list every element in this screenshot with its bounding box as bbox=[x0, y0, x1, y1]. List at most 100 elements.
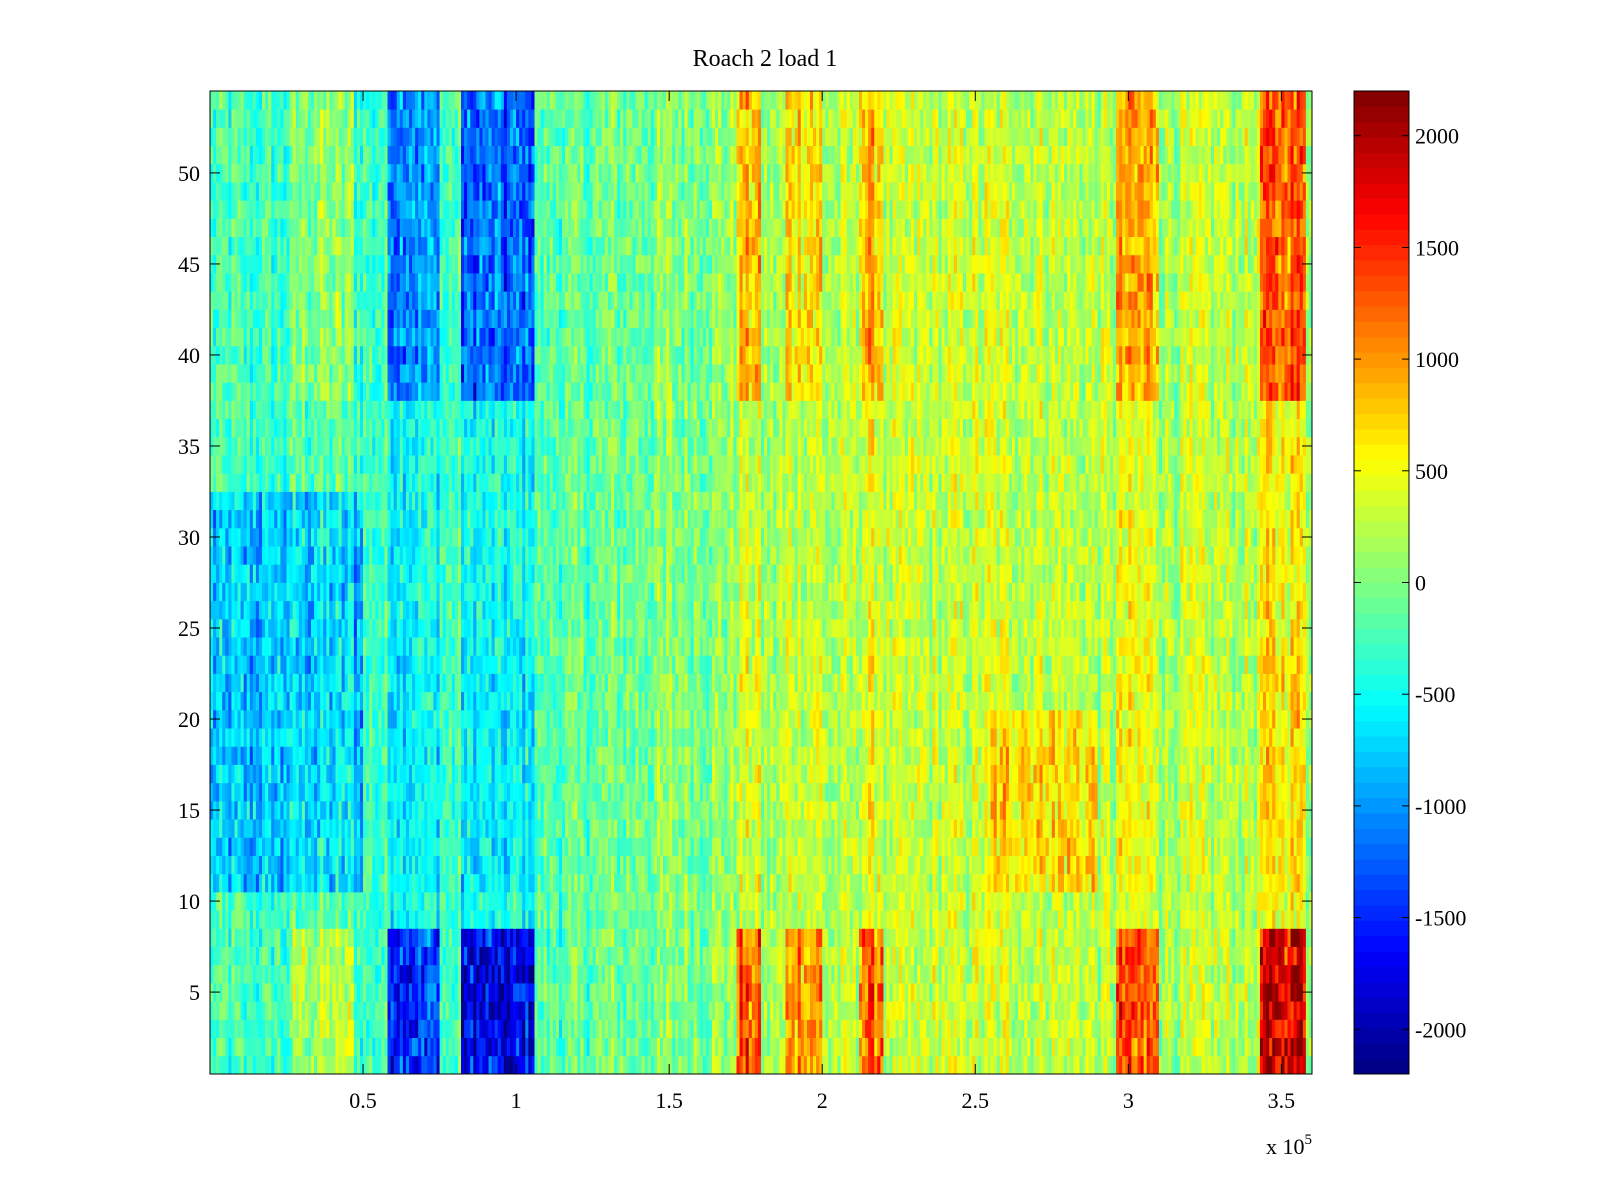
heatmap-cell bbox=[969, 928, 972, 947]
heatmap-cell bbox=[795, 1019, 798, 1038]
heatmap-cell bbox=[482, 874, 485, 893]
heatmap-cell bbox=[513, 874, 516, 893]
heatmap-cell bbox=[544, 910, 547, 929]
heatmap-cell bbox=[706, 928, 709, 947]
heatmap-cell bbox=[789, 965, 792, 984]
heatmap-cell bbox=[299, 819, 302, 838]
heatmap-cell bbox=[798, 819, 801, 838]
heatmap-cell bbox=[1082, 1019, 1085, 1038]
heatmap-cell bbox=[1272, 1038, 1275, 1057]
heatmap-cell bbox=[1021, 856, 1024, 875]
heatmap-cell bbox=[1098, 837, 1101, 856]
heatmap-cell bbox=[1156, 1056, 1159, 1075]
heatmap-cell bbox=[458, 1019, 461, 1038]
heatmap-cell bbox=[574, 1056, 577, 1075]
heatmap-cell bbox=[1229, 928, 1232, 947]
heatmap-cell bbox=[1055, 819, 1058, 838]
heatmap-cell bbox=[238, 892, 241, 911]
heatmap-cell bbox=[994, 819, 997, 838]
heatmap-cell bbox=[1098, 1056, 1101, 1075]
heatmap-cell bbox=[960, 892, 963, 911]
heatmap-cell bbox=[890, 983, 893, 1002]
heatmap-cell bbox=[305, 1038, 308, 1057]
heatmap-cell bbox=[418, 819, 421, 838]
heatmap-cell bbox=[887, 856, 890, 875]
heatmap-cell bbox=[984, 1001, 987, 1020]
heatmap-cell bbox=[553, 947, 556, 966]
heatmap-cell bbox=[378, 874, 381, 893]
heatmap-cell bbox=[409, 983, 412, 1002]
heatmap-cell bbox=[403, 983, 406, 1002]
heatmap-cell bbox=[345, 983, 348, 1002]
heatmap-cell bbox=[464, 856, 467, 875]
heatmap-cell bbox=[991, 928, 994, 947]
heatmap-cell bbox=[326, 983, 329, 1002]
heatmap-cell bbox=[1168, 947, 1171, 966]
heatmap-cell bbox=[635, 1056, 638, 1075]
heatmap-cell bbox=[1162, 1001, 1165, 1020]
heatmap-cell bbox=[271, 892, 274, 911]
heatmap-cell bbox=[804, 874, 807, 893]
heatmap-cell bbox=[1046, 837, 1049, 856]
heatmap-cell bbox=[807, 983, 810, 1002]
heatmap-cell bbox=[691, 947, 694, 966]
heatmap-cell bbox=[1156, 1001, 1159, 1020]
heatmap-cell bbox=[813, 837, 816, 856]
heatmap-cell bbox=[1058, 947, 1061, 966]
heatmap-cell bbox=[1217, 910, 1220, 929]
heatmap-cell bbox=[446, 892, 449, 911]
heatmap-cell bbox=[446, 965, 449, 984]
heatmap-cell bbox=[981, 1038, 984, 1057]
heatmap-cell bbox=[770, 965, 773, 984]
heatmap-cell bbox=[764, 947, 767, 966]
heatmap-cell bbox=[935, 1019, 938, 1038]
heatmap-cell bbox=[991, 1038, 994, 1057]
heatmap-cell bbox=[1098, 910, 1101, 929]
heatmap-cell bbox=[510, 874, 513, 893]
heatmap-cell bbox=[984, 947, 987, 966]
heatmap-cell bbox=[1275, 910, 1278, 929]
heatmap-cell bbox=[397, 983, 400, 1002]
heatmap-cell bbox=[948, 1056, 951, 1075]
heatmap-cell bbox=[1239, 928, 1242, 947]
heatmap-cell bbox=[1266, 910, 1269, 929]
heatmap-cell bbox=[326, 1038, 329, 1057]
heatmap-cell bbox=[743, 874, 746, 893]
heatmap-cell bbox=[678, 947, 681, 966]
heatmap-cell bbox=[427, 1038, 430, 1057]
heatmap-cell bbox=[1043, 1038, 1046, 1057]
heatmap-cell bbox=[1037, 928, 1040, 947]
heatmap-cell bbox=[290, 983, 293, 1002]
heatmap-cell bbox=[580, 1038, 583, 1057]
heatmap-cell bbox=[228, 1038, 231, 1057]
heatmap-cell bbox=[620, 983, 623, 1002]
heatmap-cell bbox=[737, 1038, 740, 1057]
heatmap-cell bbox=[1278, 928, 1281, 947]
heatmap-cell bbox=[727, 910, 730, 929]
heatmap-cell bbox=[1165, 928, 1168, 947]
heatmap-cell bbox=[1006, 1038, 1009, 1057]
heatmap-cell bbox=[798, 910, 801, 929]
heatmap-cell bbox=[1030, 983, 1033, 1002]
heatmap-cell bbox=[1018, 892, 1021, 911]
heatmap-cell bbox=[929, 928, 932, 947]
heatmap-cell bbox=[516, 874, 519, 893]
heatmap-cell bbox=[706, 910, 709, 929]
heatmap-cell bbox=[819, 837, 822, 856]
heatmap-cell bbox=[984, 928, 987, 947]
heatmap-cell bbox=[1070, 856, 1073, 875]
heatmap-cell bbox=[599, 837, 602, 856]
heatmap-cell bbox=[1134, 1056, 1137, 1075]
heatmap-cell bbox=[868, 1001, 871, 1020]
heatmap-cell bbox=[384, 856, 387, 875]
heatmap-cell bbox=[1162, 837, 1165, 856]
heatmap-cell bbox=[424, 874, 427, 893]
heatmap-cell bbox=[470, 837, 473, 856]
heatmap-cell bbox=[847, 1001, 850, 1020]
heatmap-cell bbox=[969, 1056, 972, 1075]
heatmap-cell bbox=[635, 965, 638, 984]
heatmap-cell bbox=[669, 1001, 672, 1020]
heatmap-cell bbox=[978, 856, 981, 875]
heatmap-cell bbox=[1122, 874, 1125, 893]
heatmap-cell bbox=[574, 983, 577, 1002]
